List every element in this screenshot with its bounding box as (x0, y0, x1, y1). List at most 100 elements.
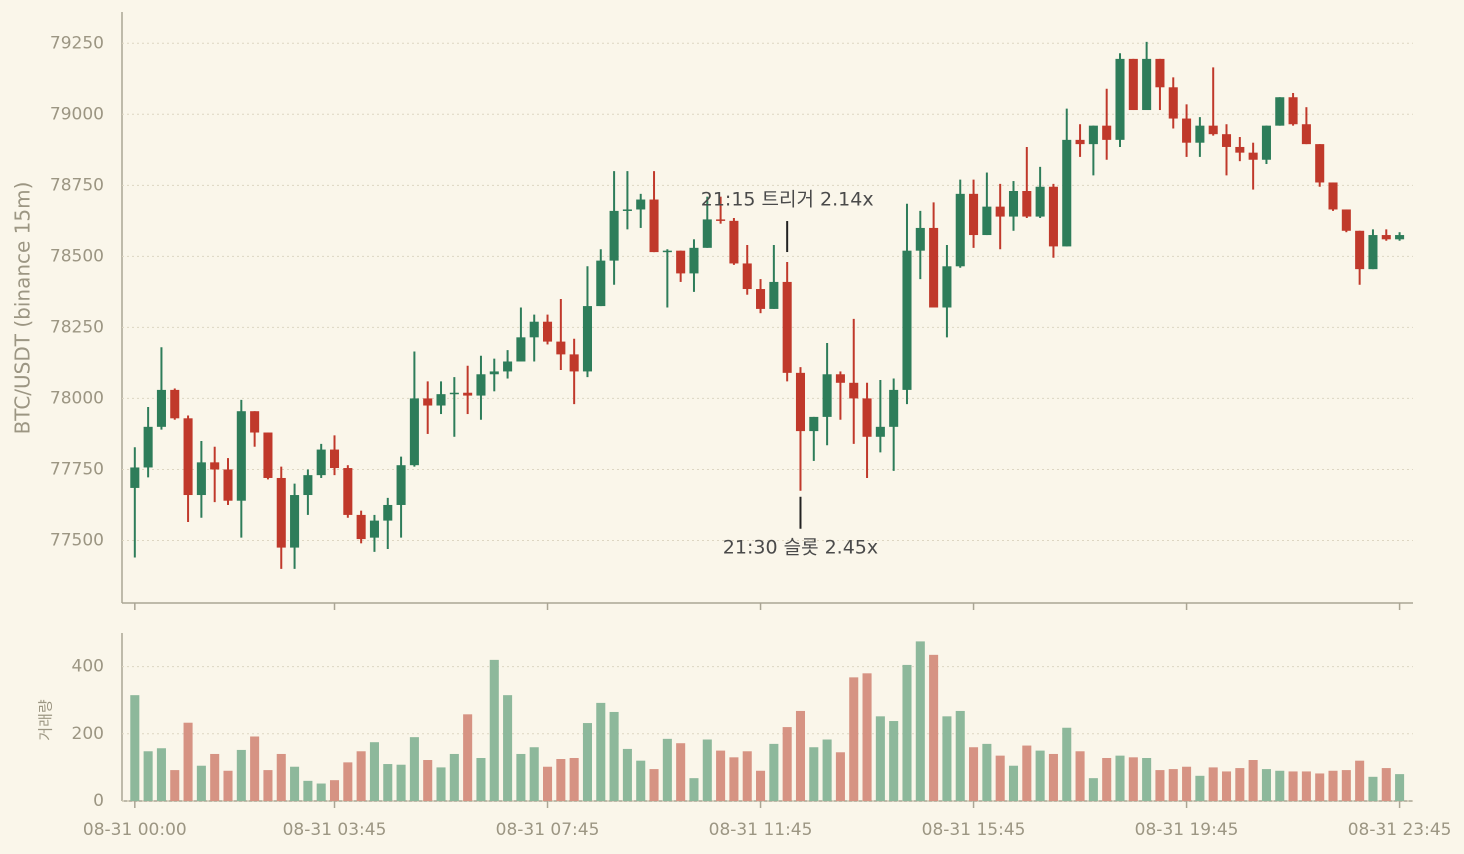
volume-bar (756, 770, 766, 801)
volume-bar (902, 664, 912, 801)
candle-body (130, 467, 140, 488)
volume-bar (1381, 768, 1391, 801)
volume-bar (569, 757, 579, 801)
candle-body (263, 432, 273, 478)
x-tick-label: 08-31 11:45 (709, 820, 813, 840)
volume-bar (1248, 760, 1258, 801)
volume-bar (636, 760, 646, 801)
volume-bar (822, 739, 832, 801)
volume-bar (556, 759, 566, 801)
candle-body (955, 193, 965, 267)
candle-body (1168, 87, 1178, 119)
annotation: 21:15 트리거 2.14x (701, 189, 874, 211)
candle-body (143, 426, 153, 468)
y-tick-label: 78250 (50, 317, 104, 337)
volume-bar (795, 710, 806, 801)
candle-body (1328, 182, 1338, 210)
volume-bar (290, 766, 300, 801)
candle-body (596, 260, 606, 307)
y-axis-label: BTC/USDT (binance 15m) (11, 182, 35, 435)
y-tick-label: 78750 (50, 175, 104, 195)
volume-bar (596, 702, 606, 801)
volume-bar (1341, 770, 1351, 801)
y-tick-label: 77750 (50, 459, 104, 479)
volume-bar (889, 721, 899, 801)
volume-bar (343, 762, 353, 801)
volume-bar (582, 723, 592, 801)
volume-bar (769, 743, 779, 801)
volume-tick-label: 0 (93, 791, 104, 811)
candle-body (1088, 125, 1098, 145)
volume-bar (423, 760, 433, 801)
candle-body (276, 477, 286, 548)
candle-body (170, 389, 180, 419)
volume-bar (1261, 769, 1271, 801)
volume-bar (263, 770, 273, 801)
candle-body (1368, 235, 1378, 270)
candle-body (742, 263, 752, 290)
volume-bar (1022, 745, 1032, 801)
candle-body (1395, 235, 1405, 240)
candle-body (969, 193, 979, 236)
volume-bar (1301, 771, 1311, 801)
candle-body (1155, 58, 1165, 88)
volume-bar (649, 769, 659, 801)
candle-body (729, 220, 739, 264)
volume-bar (1008, 765, 1019, 801)
volume-bar (1035, 750, 1045, 801)
candle-body (356, 514, 366, 540)
y-tick-label: 79250 (50, 33, 104, 53)
candle-body (1128, 58, 1138, 111)
x-tick-label: 08-31 03:45 (283, 820, 387, 840)
volume-bar (1235, 768, 1245, 801)
volume-bar (236, 749, 246, 801)
x-tick-label: 08-31 07:45 (496, 820, 600, 840)
candle-body (1381, 235, 1391, 240)
volume-bar (183, 722, 193, 801)
volume-bar (1288, 771, 1298, 801)
candle-body (1235, 146, 1245, 153)
candle-body (556, 341, 566, 355)
candle-body (929, 227, 939, 308)
candle-body (1288, 97, 1298, 125)
candle-body (1248, 152, 1258, 160)
candle-body (223, 469, 233, 501)
candle-body (250, 411, 260, 433)
volume-bar (1155, 770, 1165, 801)
volume-bar (143, 751, 153, 801)
candle-body (782, 281, 792, 373)
candle-body (196, 462, 206, 496)
candle-body (769, 281, 779, 309)
candle-body (303, 475, 313, 496)
candle-body (1195, 125, 1205, 143)
candle-body (396, 465, 406, 505)
x-tick-label: 08-31 15:45 (922, 820, 1026, 840)
candle-body (582, 306, 592, 372)
volume-bar (1328, 770, 1338, 801)
volume-bar (303, 780, 313, 801)
candle-body (156, 389, 166, 427)
volume-bar (1275, 770, 1285, 801)
volume-bar (729, 757, 739, 801)
candle-body (463, 392, 473, 396)
volume-bar (449, 753, 459, 801)
candle-body (423, 398, 433, 406)
volume-bar (1142, 757, 1152, 801)
volume-bar (329, 780, 340, 801)
candle-body (489, 371, 499, 375)
volume-bar (436, 767, 446, 801)
candle-body (716, 219, 726, 221)
candle-body (569, 354, 579, 372)
y-tick-label: 79000 (50, 104, 104, 124)
volume-bar (1062, 727, 1072, 801)
volume-bar (782, 727, 792, 801)
candle-body (676, 250, 686, 274)
candle-body (822, 374, 832, 417)
volume-bar (995, 755, 1005, 801)
volume-bar (1048, 753, 1058, 801)
candle-body (942, 266, 952, 308)
candle-body (809, 416, 819, 432)
candle-body (1341, 209, 1351, 231)
